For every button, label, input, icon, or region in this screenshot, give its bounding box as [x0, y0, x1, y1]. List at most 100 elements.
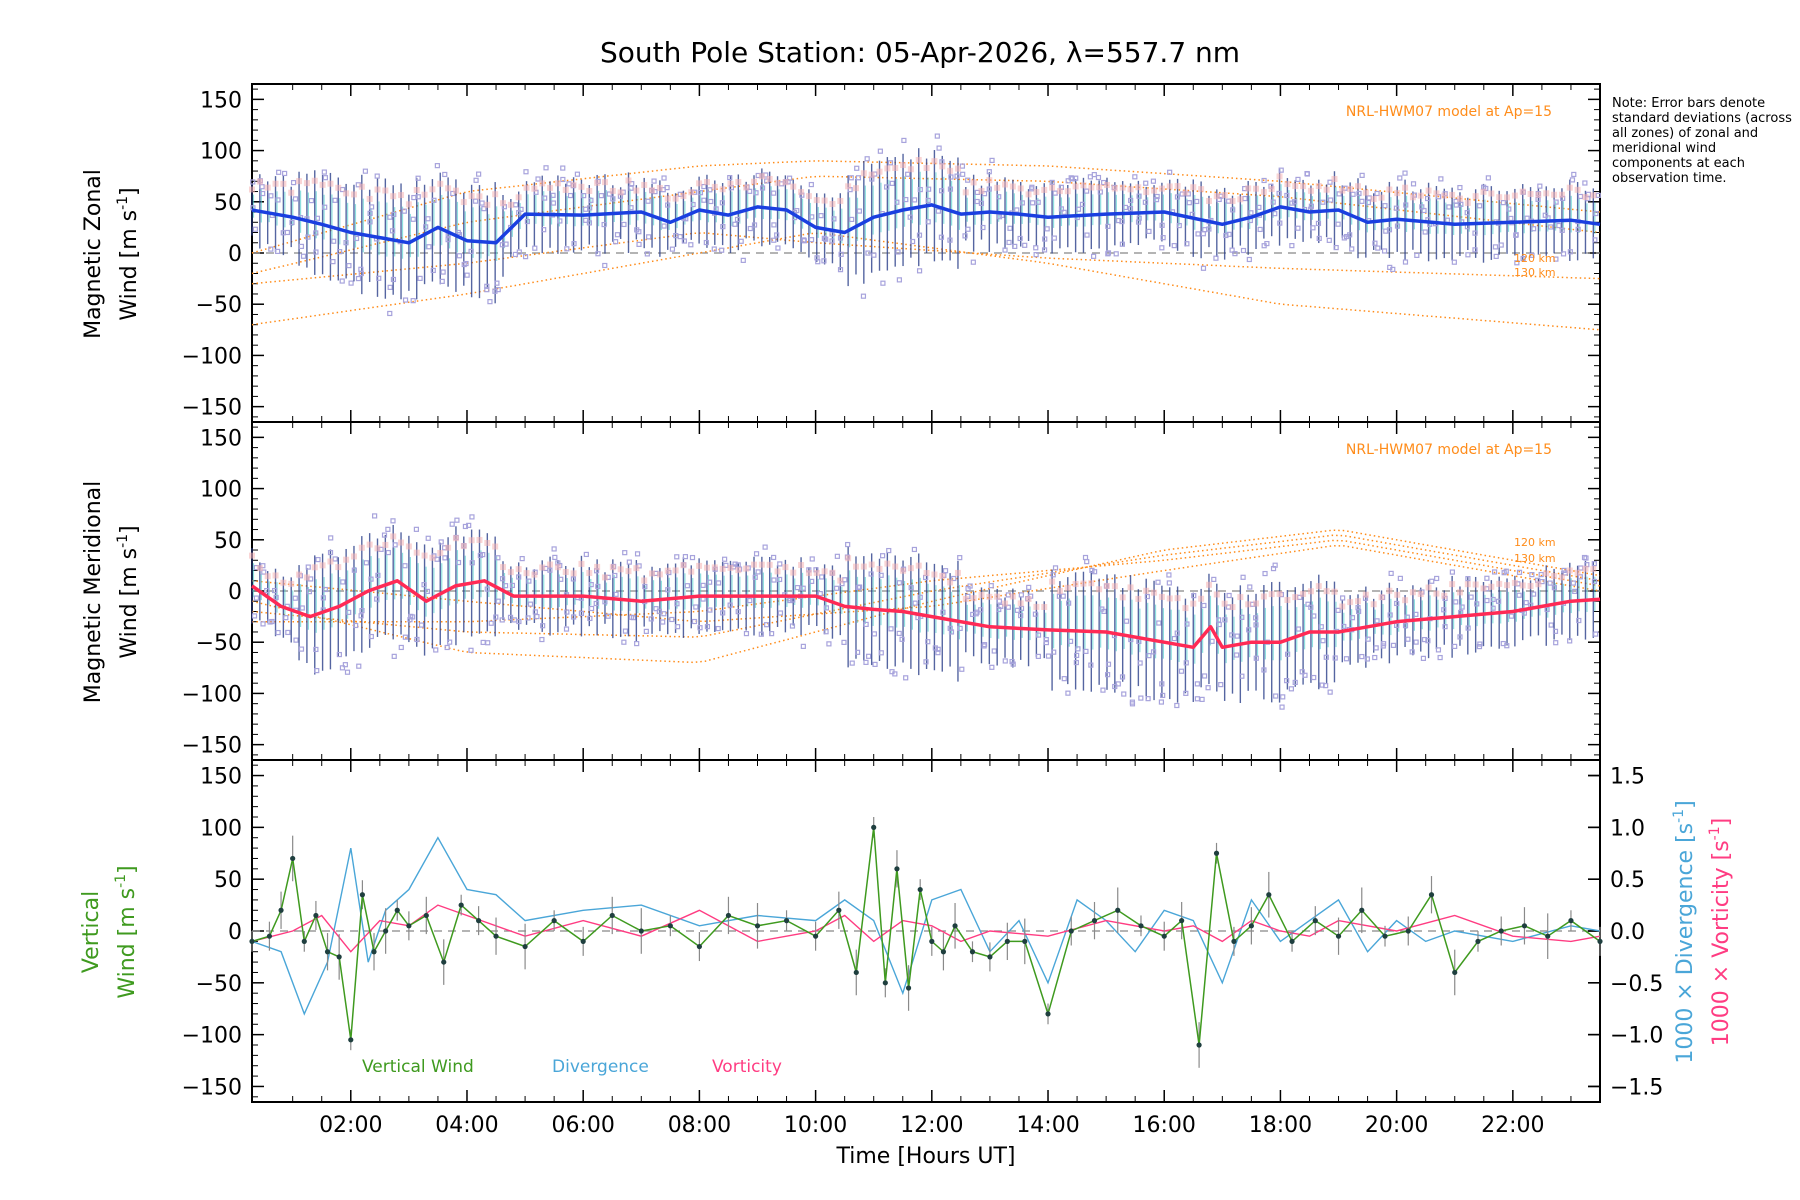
zone-marker — [978, 188, 985, 195]
scatter-point — [456, 253, 463, 259]
scatter-point — [1280, 694, 1286, 700]
zone-marker — [1002, 600, 1009, 607]
zone-marker — [931, 158, 938, 165]
scatter-point — [1218, 682, 1224, 688]
zone-marker — [280, 579, 287, 586]
scatter-point — [431, 197, 437, 203]
zone-marker — [1103, 582, 1110, 589]
zone-marker — [531, 185, 538, 192]
scatter-point — [468, 647, 474, 653]
zone-marker — [1056, 188, 1063, 195]
scatter-point — [908, 585, 914, 591]
scatter-point — [1226, 592, 1232, 599]
scatter-point — [336, 651, 342, 658]
scatter-point — [351, 567, 357, 573]
scatter-point — [1288, 686, 1294, 692]
scatter-point — [363, 560, 369, 566]
scatter-point — [1273, 693, 1279, 699]
scatter-point — [1041, 247, 1048, 253]
scatter-point — [314, 215, 321, 221]
zone-marker — [1394, 591, 1401, 598]
zone-marker — [421, 552, 428, 559]
zone-marker — [366, 195, 373, 202]
vertical-ylabel: Vertical Wind [m s-1] — [79, 865, 140, 998]
scatter-point — [570, 576, 577, 582]
zone-marker — [1268, 591, 1275, 598]
zone-marker — [1072, 581, 1079, 588]
scatter-point — [525, 615, 531, 621]
zone-marker — [1409, 589, 1416, 596]
scatter-point — [601, 221, 607, 228]
scatter-point — [978, 200, 985, 207]
scatter-point — [1160, 692, 1166, 699]
scatter-point — [313, 646, 319, 653]
zone-marker — [1362, 189, 1369, 196]
zone-marker — [594, 563, 601, 570]
scatter-point — [1215, 617, 1222, 623]
scatter-point — [868, 571, 874, 577]
meridional-ylabel-unit: Wind [m s — [117, 548, 142, 659]
zone-marker — [1370, 601, 1377, 608]
scatter-point — [1044, 226, 1050, 232]
scatter-point — [487, 299, 493, 305]
scatter-point — [413, 526, 419, 532]
vertical-wind-point — [609, 912, 615, 919]
scatter-point — [442, 171, 448, 178]
zone-marker — [727, 564, 734, 571]
scatter-point — [1551, 585, 1558, 591]
scatter-point — [423, 224, 429, 230]
scatter-point — [720, 224, 726, 230]
zonal-ylabel: Magnetic Zonal Wind [m s-1] — [81, 169, 142, 339]
scatter-point — [790, 597, 796, 603]
zone-marker — [664, 195, 671, 202]
scatter-point — [564, 609, 570, 615]
scatter-point — [1242, 195, 1248, 202]
scatter-point — [275, 629, 281, 636]
zone-marker — [1033, 603, 1040, 610]
meridional-ylabel-line1: Magnetic Meridional — [81, 481, 106, 703]
scatter-point — [392, 542, 398, 548]
scatter-point — [273, 594, 279, 601]
zone-marker — [1096, 184, 1103, 191]
zone-marker — [1433, 590, 1440, 597]
scatter-point — [581, 193, 587, 199]
zone-marker — [798, 562, 805, 569]
scatter-point — [1316, 235, 1322, 242]
vertical-ylabel-close: ] — [115, 865, 140, 874]
scatter-point — [410, 298, 416, 304]
scatter-point — [715, 625, 721, 632]
scatter-point — [1493, 253, 1499, 259]
scatter-point — [1547, 580, 1553, 586]
scatter-point — [574, 171, 581, 177]
scatter-point — [1465, 576, 1471, 582]
scatter-point — [1150, 178, 1157, 184]
zone-marker — [1511, 579, 1518, 586]
scatter-point — [1247, 584, 1253, 590]
zonal-panel: 150 100 50 0 −50 −100 −150 — [182, 84, 1601, 422]
scatter-point — [1308, 604, 1314, 610]
zone-marker — [562, 569, 569, 576]
vertical-wind-point — [1231, 938, 1237, 944]
scatter-point — [1100, 687, 1106, 693]
scatter-point — [473, 177, 479, 183]
scatter-point — [743, 630, 750, 637]
zone-marker — [539, 180, 546, 187]
zone-marker — [1417, 591, 1424, 598]
scatter-point — [833, 585, 840, 591]
scatter-point — [415, 175, 421, 181]
scatter-point — [938, 234, 945, 240]
scatter-point — [1092, 569, 1098, 575]
scatter-point — [1335, 607, 1341, 613]
scatter-point — [250, 179, 256, 185]
zone-marker — [1041, 186, 1048, 193]
scatter-point — [1503, 568, 1509, 574]
scatter-point — [1075, 206, 1082, 212]
scatter-point — [298, 243, 305, 250]
scatter-point — [1272, 562, 1278, 568]
scatter-point — [1341, 623, 1347, 630]
scatter-point — [1405, 636, 1411, 642]
zonal-ylabel-line2: Wind [m s-1] — [115, 187, 142, 320]
scatter-point — [1567, 249, 1573, 255]
zone-marker — [1229, 604, 1236, 611]
scatter-point — [1402, 259, 1409, 265]
